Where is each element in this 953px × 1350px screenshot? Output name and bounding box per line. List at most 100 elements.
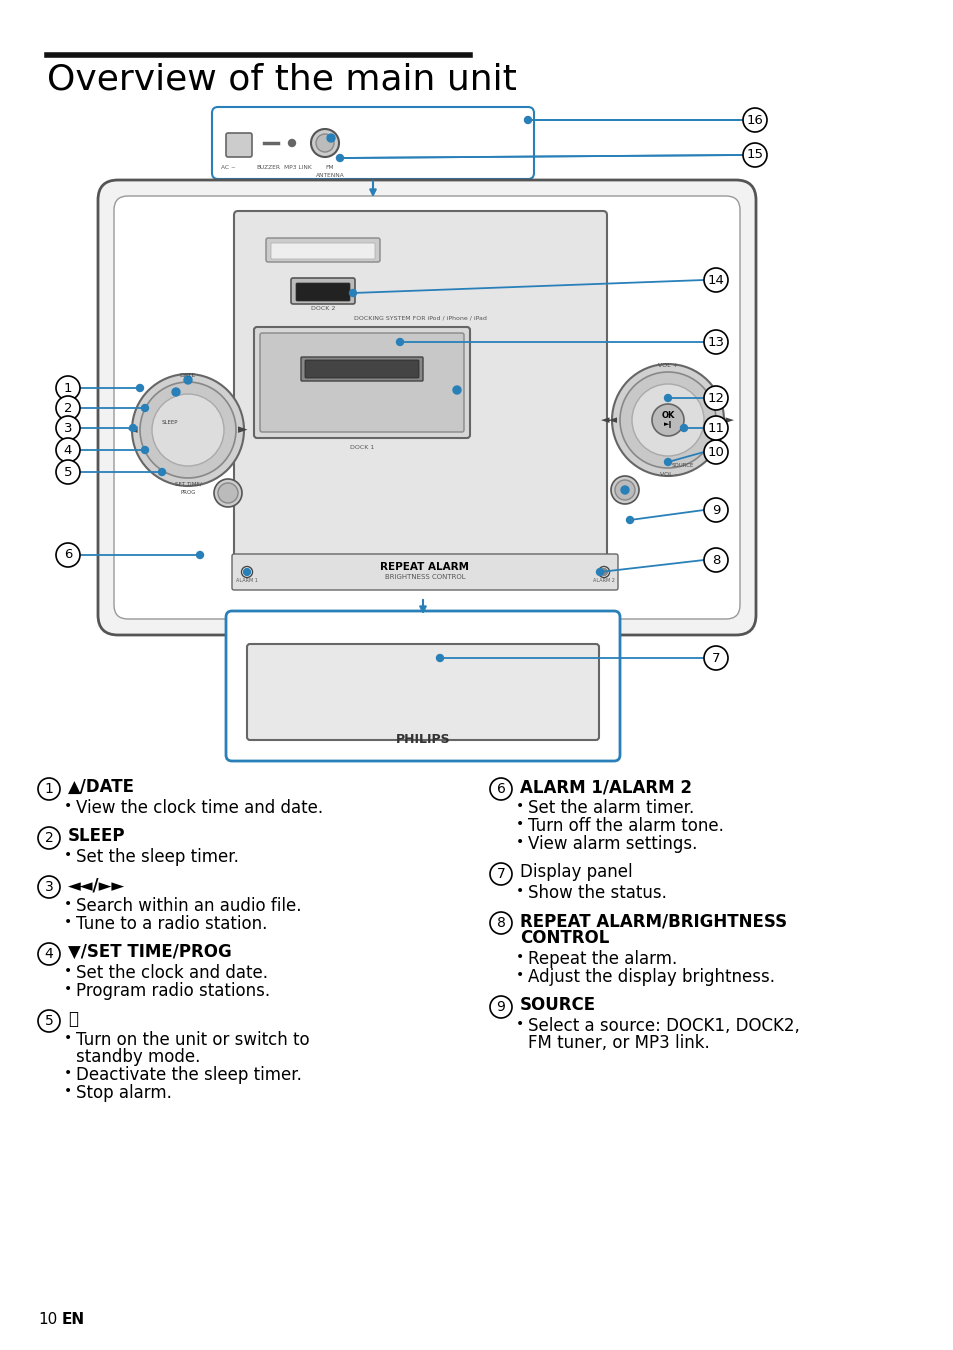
- Text: ◄◄/►►: ◄◄/►►: [68, 876, 125, 894]
- Text: 10: 10: [38, 1312, 57, 1327]
- Circle shape: [619, 373, 716, 468]
- Text: 5: 5: [64, 466, 72, 478]
- Circle shape: [490, 913, 512, 934]
- Text: 12: 12: [707, 392, 723, 405]
- Text: 9: 9: [497, 1000, 505, 1014]
- Circle shape: [196, 552, 203, 559]
- Text: BUZZER: BUZZER: [255, 165, 280, 170]
- Text: AC ~: AC ~: [220, 165, 235, 170]
- FancyBboxPatch shape: [247, 644, 598, 740]
- Text: ANTENNA: ANTENNA: [315, 173, 344, 178]
- Text: Overview of the main unit: Overview of the main unit: [47, 62, 517, 96]
- Circle shape: [38, 778, 60, 801]
- Text: Set the clock and date.: Set the clock and date.: [76, 964, 268, 981]
- Text: VOL +: VOL +: [658, 363, 678, 369]
- Text: ►‖: ►‖: [663, 421, 672, 428]
- Text: Adjust the display brightness.: Adjust the display brightness.: [527, 968, 774, 986]
- FancyBboxPatch shape: [301, 356, 422, 381]
- Circle shape: [703, 647, 727, 670]
- Circle shape: [651, 404, 683, 436]
- Text: Set the alarm timer.: Set the alarm timer.: [527, 799, 694, 817]
- Circle shape: [703, 548, 727, 572]
- Text: 9: 9: [711, 504, 720, 517]
- FancyBboxPatch shape: [233, 211, 606, 574]
- Text: Turn off the alarm tone.: Turn off the alarm tone.: [527, 817, 723, 836]
- Circle shape: [288, 139, 295, 147]
- Circle shape: [679, 424, 687, 432]
- Text: Stop alarm.: Stop alarm.: [76, 1084, 172, 1102]
- Text: Set the sleep timer.: Set the sleep timer.: [76, 848, 238, 865]
- FancyBboxPatch shape: [212, 107, 534, 180]
- Circle shape: [38, 876, 60, 898]
- Text: •: •: [516, 968, 523, 981]
- Circle shape: [56, 416, 80, 440]
- Circle shape: [615, 481, 635, 500]
- Circle shape: [599, 568, 607, 575]
- Text: ALARM 1: ALARM 1: [235, 578, 257, 583]
- Circle shape: [136, 385, 143, 391]
- Circle shape: [612, 364, 723, 477]
- Text: VOL -: VOL -: [659, 472, 676, 477]
- Text: DOCK 1: DOCK 1: [350, 446, 374, 450]
- FancyBboxPatch shape: [260, 333, 463, 432]
- FancyBboxPatch shape: [295, 284, 350, 301]
- Text: PROG: PROG: [180, 490, 195, 495]
- Text: ▲/DATE: ▲/DATE: [68, 778, 135, 796]
- Text: Show the status.: Show the status.: [527, 884, 666, 902]
- Circle shape: [56, 543, 80, 567]
- FancyBboxPatch shape: [98, 180, 755, 634]
- Circle shape: [620, 486, 628, 494]
- Text: View the clock time and date.: View the clock time and date.: [76, 799, 323, 817]
- Text: ◄: ◄: [129, 424, 138, 436]
- Text: 1: 1: [45, 782, 53, 796]
- Text: CONTROL: CONTROL: [519, 929, 609, 946]
- Text: 11: 11: [707, 421, 723, 435]
- Text: •: •: [64, 981, 71, 996]
- Text: 6: 6: [497, 782, 505, 796]
- Text: •: •: [64, 799, 71, 813]
- Circle shape: [315, 134, 334, 153]
- Text: ◄◄: ◄◄: [600, 414, 618, 425]
- Text: View alarm settings.: View alarm settings.: [527, 836, 697, 853]
- Circle shape: [524, 116, 531, 123]
- Text: SET TIME/: SET TIME/: [174, 482, 201, 487]
- Text: 15: 15: [745, 148, 762, 162]
- Circle shape: [453, 386, 460, 394]
- Circle shape: [349, 289, 356, 297]
- Circle shape: [490, 863, 512, 886]
- FancyBboxPatch shape: [271, 243, 375, 259]
- Text: •: •: [64, 915, 71, 929]
- Text: •: •: [64, 848, 71, 863]
- Circle shape: [38, 1010, 60, 1031]
- Circle shape: [158, 468, 165, 475]
- Text: •: •: [516, 1017, 523, 1031]
- Text: DOCK 2: DOCK 2: [311, 306, 335, 310]
- Text: 5: 5: [45, 1014, 53, 1027]
- Text: 2: 2: [64, 401, 72, 414]
- Text: 4: 4: [45, 946, 53, 961]
- Text: Program radio stations.: Program radio stations.: [76, 981, 270, 1000]
- Text: Repeat the alarm.: Repeat the alarm.: [527, 950, 677, 968]
- Circle shape: [141, 447, 149, 454]
- Text: ►: ►: [237, 424, 248, 436]
- Text: •: •: [516, 836, 523, 849]
- Text: EN: EN: [62, 1312, 85, 1327]
- Text: SOURCE: SOURCE: [519, 996, 596, 1014]
- Text: 13: 13: [707, 336, 723, 348]
- Text: 10: 10: [707, 446, 723, 459]
- Text: Select a source: DOCK1, DOCK2,: Select a source: DOCK1, DOCK2,: [527, 1017, 799, 1035]
- Circle shape: [631, 383, 703, 456]
- Text: FM: FM: [325, 165, 334, 170]
- Text: DATE: DATE: [180, 373, 196, 378]
- Text: ALARM 1/ALARM 2: ALARM 1/ALARM 2: [519, 778, 691, 796]
- Text: REPEAT ALARM: REPEAT ALARM: [380, 562, 469, 572]
- Circle shape: [703, 416, 727, 440]
- Circle shape: [241, 567, 253, 578]
- Text: 3: 3: [64, 421, 72, 435]
- Circle shape: [141, 405, 149, 412]
- Text: •: •: [64, 1066, 71, 1080]
- Text: Deactivate the sleep timer.: Deactivate the sleep timer.: [76, 1066, 301, 1084]
- Text: •: •: [516, 950, 523, 964]
- Text: •: •: [64, 896, 71, 911]
- Circle shape: [490, 778, 512, 801]
